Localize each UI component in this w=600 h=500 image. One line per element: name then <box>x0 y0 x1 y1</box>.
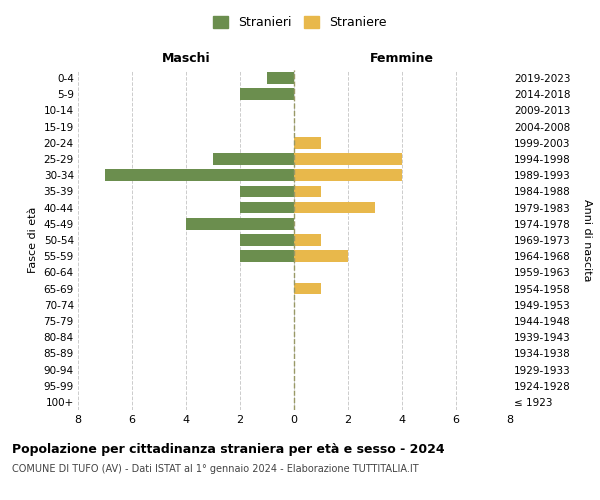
Y-axis label: Fasce di età: Fasce di età <box>28 207 38 273</box>
Bar <box>294 234 321 246</box>
Text: COMUNE DI TUFO (AV) - Dati ISTAT al 1° gennaio 2024 - Elaborazione TUTTITALIA.IT: COMUNE DI TUFO (AV) - Dati ISTAT al 1° g… <box>12 464 419 474</box>
Bar <box>240 88 294 100</box>
Bar <box>213 153 294 165</box>
Bar <box>294 153 402 165</box>
Legend: Stranieri, Straniere: Stranieri, Straniere <box>208 11 392 34</box>
Bar <box>240 186 294 198</box>
Bar <box>240 202 294 213</box>
Text: Popolazione per cittadinanza straniera per età e sesso - 2024: Popolazione per cittadinanza straniera p… <box>12 442 445 456</box>
Bar <box>294 186 321 198</box>
Bar <box>294 202 375 213</box>
Text: Maschi: Maschi <box>161 52 211 65</box>
Text: Femmine: Femmine <box>370 52 434 65</box>
Bar <box>294 250 348 262</box>
Y-axis label: Anni di nascita: Anni di nascita <box>582 198 592 281</box>
Bar <box>240 250 294 262</box>
Bar <box>294 282 321 294</box>
Bar <box>267 72 294 84</box>
Bar <box>186 218 294 230</box>
Bar <box>294 170 402 181</box>
Bar <box>105 170 294 181</box>
Bar <box>294 137 321 148</box>
Bar <box>240 234 294 246</box>
